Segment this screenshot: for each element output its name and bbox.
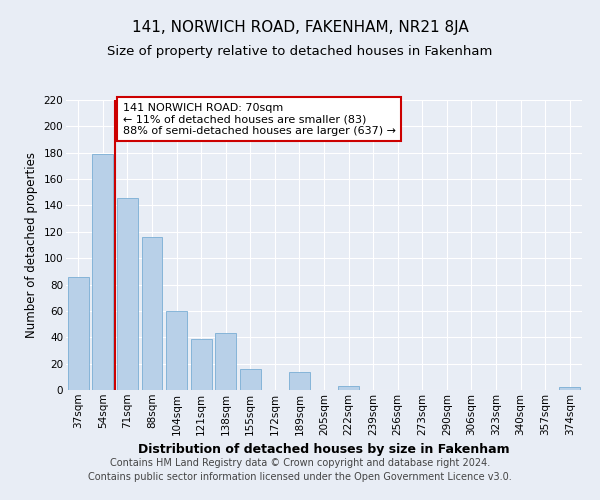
Text: 141 NORWICH ROAD: 70sqm
← 11% of detached houses are smaller (83)
88% of semi-de: 141 NORWICH ROAD: 70sqm ← 11% of detache… bbox=[122, 102, 395, 136]
Bar bbox=[559, 388, 580, 390]
Bar bbox=[166, 311, 187, 390]
X-axis label: Distribution of detached houses by size in Fakenham: Distribution of detached houses by size … bbox=[138, 443, 510, 456]
Bar bbox=[68, 276, 89, 390]
Bar bbox=[215, 334, 236, 390]
Text: Size of property relative to detached houses in Fakenham: Size of property relative to detached ho… bbox=[107, 45, 493, 58]
Text: 141, NORWICH ROAD, FAKENHAM, NR21 8JA: 141, NORWICH ROAD, FAKENHAM, NR21 8JA bbox=[131, 20, 469, 35]
Text: Contains HM Land Registry data © Crown copyright and database right 2024.
Contai: Contains HM Land Registry data © Crown c… bbox=[88, 458, 512, 482]
Bar bbox=[289, 372, 310, 390]
Bar bbox=[240, 369, 261, 390]
Bar bbox=[117, 198, 138, 390]
Bar bbox=[338, 386, 359, 390]
Bar bbox=[191, 338, 212, 390]
Bar bbox=[92, 154, 113, 390]
Bar bbox=[142, 237, 163, 390]
Y-axis label: Number of detached properties: Number of detached properties bbox=[25, 152, 38, 338]
